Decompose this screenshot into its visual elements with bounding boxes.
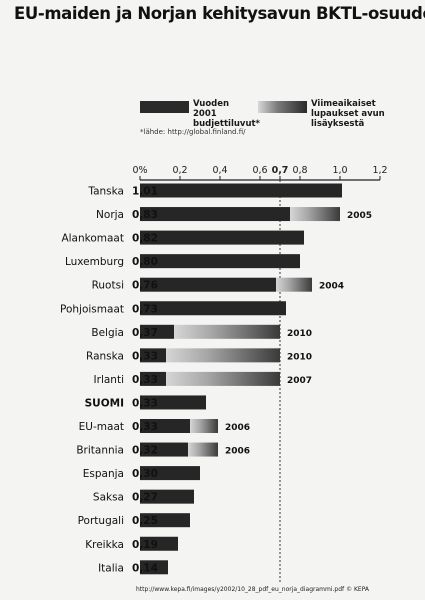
x-tick-label: 1,2 <box>372 165 387 176</box>
promise-bar <box>174 324 280 339</box>
promise-year-label: 2006 <box>225 423 250 433</box>
promise-bar <box>290 207 340 222</box>
value-label: 0,76 <box>132 280 158 292</box>
promise-bar <box>166 348 280 363</box>
source-credit: http://www.kepa.fi/images/y2002/10_28_pd… <box>136 586 370 593</box>
value-label: 0,33 <box>132 374 158 386</box>
category-label: Saksa <box>93 492 124 504</box>
promise-bar <box>166 371 280 386</box>
bar <box>140 395 206 410</box>
category-label: Irlanti <box>94 374 124 386</box>
value-label: 0,33 <box>132 421 158 433</box>
x-tick-label: 0,8 <box>292 165 307 176</box>
value-label: 0,82 <box>132 233 158 245</box>
promise-year-label: 2010 <box>287 352 312 362</box>
legend-label-budget: Vuoden 2001 budjettiluvut* <box>193 99 261 129</box>
value-label: 0,32 <box>132 445 158 457</box>
x-tick-label: 1,0 <box>332 165 347 176</box>
value-label: 0,73 <box>132 303 158 315</box>
bar <box>140 442 188 457</box>
bar <box>140 301 286 316</box>
promise-bar <box>190 419 218 433</box>
category-label: Belgia <box>91 327 124 339</box>
category-label: Kreikka <box>85 539 124 551</box>
legend-label-promises: Viimeaikaiset lupaukset avun lisäyksestä <box>311 99 385 129</box>
value-label: 0,33 <box>132 350 158 362</box>
bar <box>140 466 200 481</box>
bar <box>140 560 168 575</box>
promise-bar <box>276 277 312 292</box>
bar <box>140 489 194 504</box>
bar <box>140 207 290 222</box>
value-label: 0,19 <box>132 539 158 551</box>
x-tick-label: 0,2 <box>172 165 187 176</box>
category-label: Ruotsi <box>92 280 124 292</box>
x-tick-label: 0,4 <box>212 165 227 176</box>
category-label: SUOMI <box>85 397 124 409</box>
category-label: Italia <box>98 562 124 574</box>
promise-year-label: 2010 <box>287 329 312 339</box>
chart-title: EU-maiden ja Norjan kehitysavun BKTL-osu… <box>14 4 425 23</box>
promise-year-label: 2007 <box>287 376 312 386</box>
category-label: Alankomaat <box>61 233 124 245</box>
bar <box>140 277 276 292</box>
promise-year-label: 2006 <box>225 447 250 457</box>
category-label: EU-maat <box>79 421 124 433</box>
bar <box>140 230 304 245</box>
bar <box>140 348 166 363</box>
bar <box>140 419 190 433</box>
value-label: 0,30 <box>132 468 158 480</box>
category-label: Luxemburg <box>65 256 124 268</box>
bar <box>140 513 190 528</box>
promise-year-label: 2004 <box>319 282 344 292</box>
category-label: Pohjoismaat <box>60 303 124 315</box>
bar <box>140 183 342 198</box>
bar <box>140 254 300 269</box>
value-label: 0,14 <box>132 562 158 574</box>
bar <box>140 536 178 551</box>
value-label: 0,25 <box>132 515 158 527</box>
x-tick-label: 0,6 <box>252 165 267 176</box>
category-label: Tanska <box>87 186 124 198</box>
bar <box>140 371 166 386</box>
bar <box>140 324 174 339</box>
value-label: 0,33 <box>132 397 158 409</box>
x-tick-label: 0% <box>132 165 147 176</box>
value-label: 0,80 <box>132 256 158 268</box>
promise-bar <box>188 442 218 457</box>
category-label: Ranska <box>86 350 124 362</box>
category-label: Norja <box>96 209 124 221</box>
value-label: 1,01 <box>132 186 158 198</box>
value-label: 0,27 <box>132 492 158 504</box>
value-label: 0,83 <box>132 209 158 221</box>
category-label: Britannia <box>76 445 124 457</box>
footnote: *lähde: http://global.finland.fi/ <box>140 128 246 136</box>
category-label: Portugali <box>78 515 124 527</box>
legend-swatch-budget <box>140 101 189 113</box>
category-label: Espanja <box>83 468 124 480</box>
legend-swatch-promises <box>258 101 307 113</box>
promise-year-label: 2005 <box>347 211 372 221</box>
value-label: 0,37 <box>132 327 158 339</box>
x-tick-label: 0,7 <box>272 165 289 176</box>
